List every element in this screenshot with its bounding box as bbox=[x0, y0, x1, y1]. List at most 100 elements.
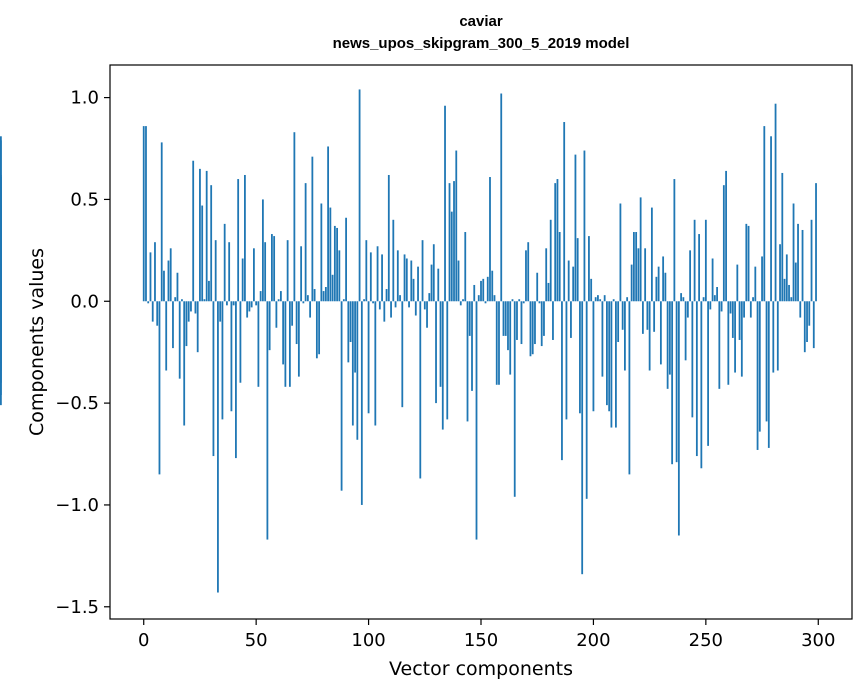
bar-60 bbox=[277, 299, 280, 302]
bar-222 bbox=[641, 301, 644, 334]
bar-147 bbox=[473, 284, 476, 302]
bar-176 bbox=[538, 301, 541, 304]
bar-267 bbox=[743, 301, 745, 318]
bar-135 bbox=[446, 301, 449, 420]
bar-140 bbox=[457, 260, 460, 302]
bar-184 bbox=[556, 179, 559, 302]
x-tick-label: 250 bbox=[689, 630, 723, 651]
bar-189 bbox=[567, 260, 570, 302]
bar-209 bbox=[612, 299, 615, 302]
bar-139 bbox=[455, 150, 458, 302]
bar-186 bbox=[561, 301, 563, 461]
bar-82 bbox=[327, 146, 330, 302]
bar-272 bbox=[754, 266, 757, 302]
bar-108 bbox=[385, 289, 388, 302]
bar-256 bbox=[718, 301, 721, 389]
bar-223 bbox=[644, 248, 647, 302]
bar-138 bbox=[453, 181, 455, 302]
bar-182 bbox=[552, 301, 554, 340]
bar-225 bbox=[648, 301, 651, 371]
bar-172 bbox=[529, 301, 532, 357]
bar-185 bbox=[558, 232, 561, 302]
bar-115 bbox=[401, 301, 404, 408]
bar-21 bbox=[190, 301, 192, 312]
bar-101 bbox=[369, 252, 372, 302]
bar-72 bbox=[304, 183, 307, 302]
chart-title: caviar bbox=[459, 13, 503, 30]
x-tick-label: 200 bbox=[576, 630, 610, 651]
bar-246 bbox=[695, 301, 698, 457]
bar-68 bbox=[295, 301, 298, 345]
bar-151 bbox=[482, 278, 485, 302]
bar-216 bbox=[628, 301, 631, 475]
bar-194 bbox=[579, 301, 581, 414]
bar-145 bbox=[468, 301, 471, 336]
bar-3 bbox=[149, 252, 152, 302]
bar-51 bbox=[257, 301, 260, 387]
bar-232 bbox=[664, 272, 667, 302]
bar-84 bbox=[331, 274, 334, 302]
bar-9 bbox=[163, 270, 165, 302]
bar-193 bbox=[576, 238, 579, 302]
bar-228 bbox=[655, 276, 658, 302]
bar-126 bbox=[426, 301, 428, 328]
bar-88 bbox=[340, 301, 343, 491]
bar-67 bbox=[293, 132, 296, 302]
bar-191 bbox=[572, 266, 575, 302]
bar-291 bbox=[797, 223, 799, 302]
bar-199 bbox=[590, 278, 593, 302]
bar-106 bbox=[381, 254, 383, 302]
bar-183 bbox=[554, 183, 557, 302]
bar-165 bbox=[513, 301, 516, 497]
bar-146 bbox=[471, 301, 473, 391]
bar-32 bbox=[214, 240, 217, 302]
bar-196 bbox=[583, 150, 586, 302]
bar-133 bbox=[441, 301, 444, 430]
bar-121 bbox=[414, 301, 417, 316]
bar-280 bbox=[772, 301, 775, 373]
x-tick-label: 100 bbox=[351, 630, 385, 651]
bar-85 bbox=[333, 225, 336, 302]
bar-187 bbox=[563, 122, 566, 302]
bar-243 bbox=[689, 250, 692, 302]
bar-100 bbox=[367, 301, 370, 414]
bar-4 bbox=[151, 301, 154, 322]
bar-70 bbox=[300, 246, 303, 302]
bar-279 bbox=[770, 136, 772, 302]
bar-148 bbox=[475, 301, 478, 540]
bar-16 bbox=[178, 301, 181, 379]
bar-43 bbox=[239, 301, 242, 383]
bar-40 bbox=[232, 301, 235, 306]
bar-235 bbox=[671, 301, 674, 465]
bar-282 bbox=[776, 301, 779, 371]
bar-210 bbox=[615, 301, 617, 428]
bar-123 bbox=[419, 301, 422, 479]
bar-255 bbox=[716, 287, 718, 302]
bar-132 bbox=[439, 301, 442, 387]
bar-2 bbox=[147, 301, 150, 304]
bar-80 bbox=[322, 291, 325, 302]
bar-262 bbox=[731, 301, 734, 338]
bar-275 bbox=[761, 256, 763, 302]
bar-47 bbox=[248, 301, 251, 312]
bar-174 bbox=[534, 301, 536, 345]
bar-92 bbox=[349, 301, 352, 342]
bar-198 bbox=[588, 236, 590, 302]
bar-99 bbox=[365, 240, 368, 302]
bar-181 bbox=[549, 219, 552, 302]
bar-undefined bbox=[0, 264, 2, 302]
bar-239 bbox=[680, 293, 683, 302]
bar-245 bbox=[693, 219, 696, 302]
bar-252 bbox=[709, 301, 712, 310]
bar-134 bbox=[444, 105, 446, 302]
bar-31 bbox=[212, 301, 215, 457]
bar-73 bbox=[306, 295, 309, 302]
bar-297 bbox=[810, 219, 813, 302]
bar-204 bbox=[601, 301, 604, 377]
bar-17 bbox=[181, 299, 183, 302]
bar-66 bbox=[291, 301, 294, 326]
chart-subtitle: news_upos_skipgram_300_5_2019 model bbox=[332, 35, 630, 52]
bar-220 bbox=[637, 248, 640, 302]
y-tick-label: 0.0 bbox=[70, 291, 99, 312]
